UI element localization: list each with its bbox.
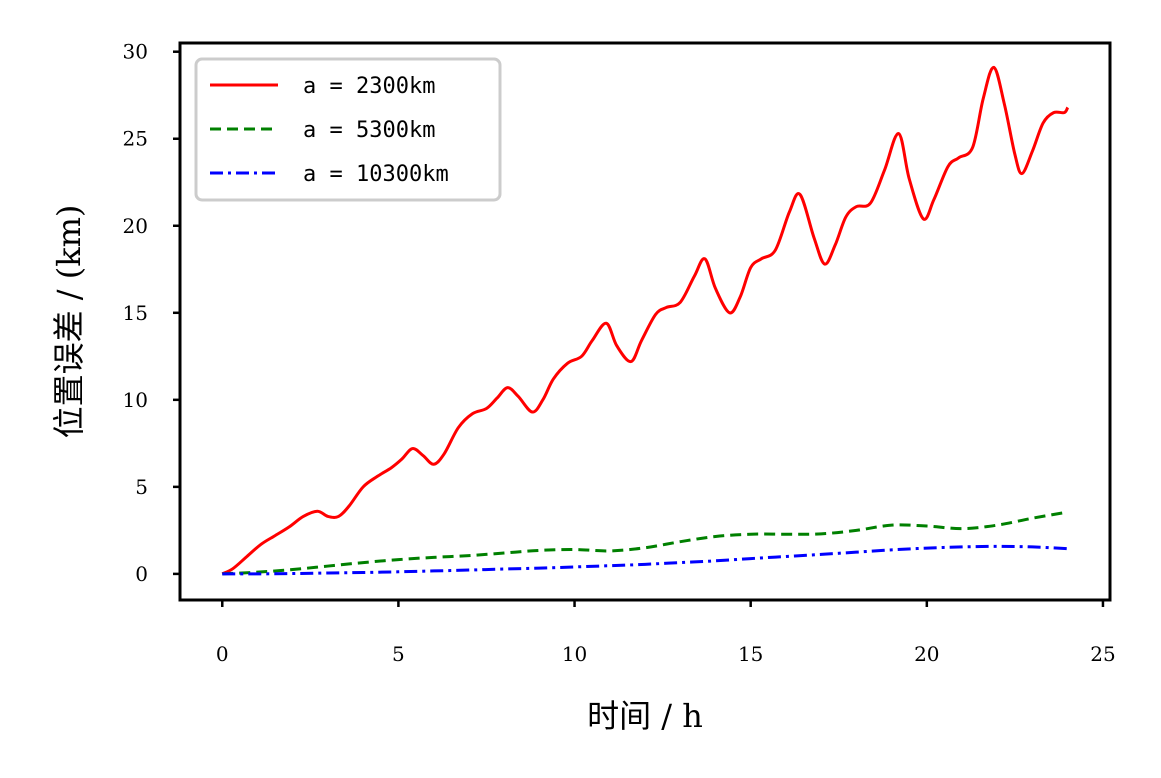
series-line-2 bbox=[222, 510, 1068, 576]
legend-box bbox=[194, 57, 502, 202]
series-line-1 bbox=[221, 65, 1070, 576]
y-tick-label: 20 bbox=[123, 214, 148, 238]
axes-layer: 0 5 10 15 20 25 0 5 10 15 20 25 30 时间 / h 位置误差 / (km) bbox=[50, 40, 1116, 735]
legend-label-2: a = 5300km bbox=[303, 118, 435, 143]
y-tick-label: 30 bbox=[123, 40, 148, 64]
x-tick-label: 15 bbox=[738, 642, 763, 666]
legend: a = 2300km a = 5300km a = 10300km bbox=[194, 57, 502, 202]
x-axis-title: 时间 / h bbox=[587, 697, 703, 735]
plot-frame bbox=[178, 41, 1112, 602]
y-tick-label: 15 bbox=[123, 301, 148, 325]
y-tick-label: 10 bbox=[123, 388, 148, 412]
y-axis-title: 位置误差 / (km) bbox=[50, 205, 88, 439]
legend-label-3: a = 10300km bbox=[303, 162, 449, 187]
lines-layer bbox=[221, 65, 1070, 576]
x-tick-label: 20 bbox=[914, 642, 939, 666]
x-tick-label: 25 bbox=[1090, 642, 1115, 666]
x-tick-label: 5 bbox=[392, 642, 405, 666]
x-tick-label: 0 bbox=[216, 642, 229, 666]
x-tick-label: 10 bbox=[562, 642, 587, 666]
legend-label-1: a = 2300km bbox=[303, 74, 435, 99]
y-tick-label: 25 bbox=[123, 127, 148, 151]
y-tick-label: 0 bbox=[135, 562, 148, 586]
y-tick-label: 5 bbox=[135, 475, 148, 499]
series-line-3 bbox=[222, 544, 1068, 576]
